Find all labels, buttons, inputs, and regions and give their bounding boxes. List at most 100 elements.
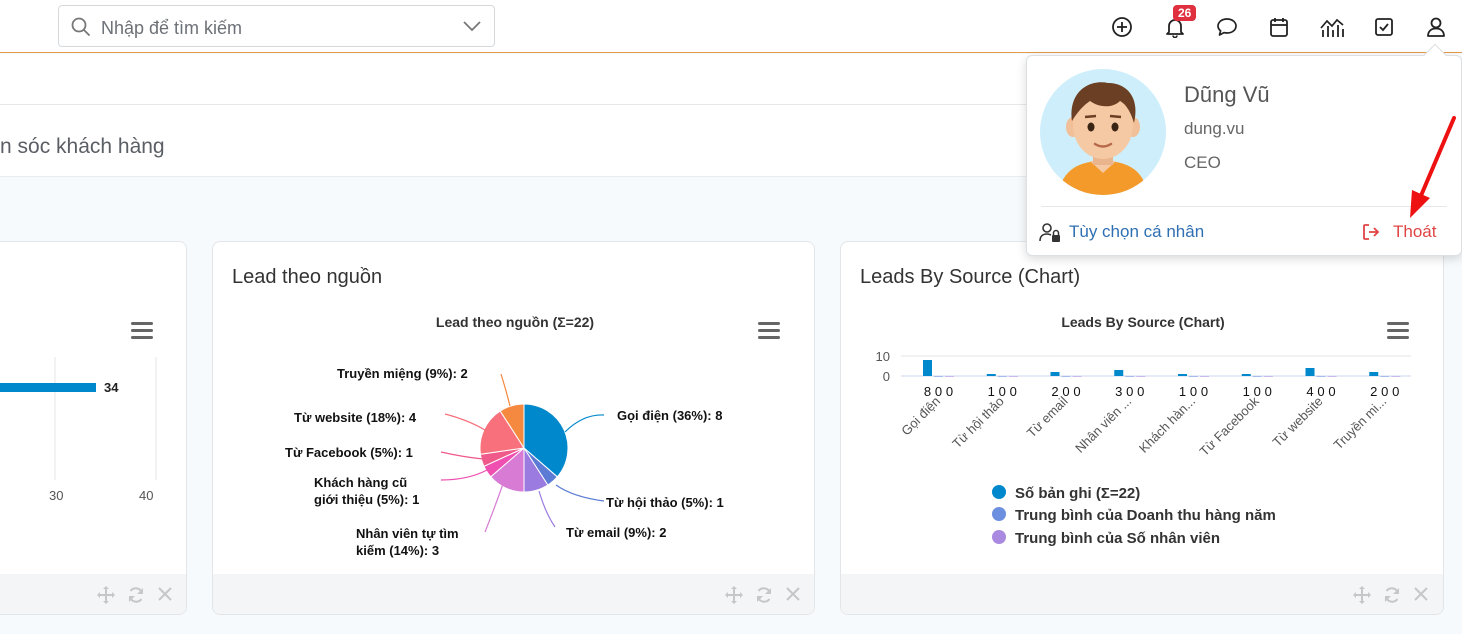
menu-icon[interactable] <box>1387 322 1409 340</box>
menu-icon[interactable] <box>131 322 153 340</box>
logout-icon[interactable] <box>1362 223 1382 241</box>
checkbox-icon[interactable] <box>1373 16 1395 38</box>
legend-item: Trung bình của Doanh thu hàng năm <box>1015 507 1276 524</box>
chat-icon[interactable] <box>1216 16 1238 38</box>
data-label: 1 <box>1179 384 1186 399</box>
x-tick: Nhân viên ... <box>1072 394 1134 456</box>
bar[interactable] <box>1200 376 1209 377</box>
x-tick: Từ email <box>1024 393 1071 440</box>
x-tick: Từ website <box>1270 394 1326 450</box>
annotation-arrow <box>1410 116 1456 218</box>
chart-title: Lead theo nguồn (Σ=22) <box>436 314 594 330</box>
x-tick: Truyền mi... <box>1331 394 1390 453</box>
page-title: n sóc khách hàng <box>0 135 165 158</box>
move-icon[interactable] <box>1352 585 1372 605</box>
search-input[interactable]: Nhập để tìm kiếm <box>101 18 243 38</box>
chevron-down-icon[interactable] <box>462 19 482 33</box>
legend-item: Số bản ghi (Σ=22) <box>1015 485 1140 502</box>
notification-badge: 26 <box>1173 5 1197 21</box>
close-icon[interactable] <box>156 585 174 603</box>
bar[interactable] <box>1072 376 1082 377</box>
legend-marker <box>992 530 1006 544</box>
divider <box>1041 206 1447 207</box>
bar[interactable] <box>1125 376 1135 377</box>
user-icon[interactable] <box>1425 16 1447 38</box>
bar[interactable] <box>1380 376 1390 377</box>
pie-label: Truyền miệng (9%): 2 <box>337 366 468 381</box>
bar[interactable] <box>1305 368 1315 376</box>
data-label: 0 <box>1317 384 1324 399</box>
search-box[interactable]: Nhập để tìm kiếm <box>58 5 495 47</box>
left-bar-chart: 34 30 40 <box>0 357 157 503</box>
card-lead-by-source: Lead theo nguồn Lead theo nguồn (Σ=22) G… <box>212 241 815 615</box>
card-footer <box>213 574 814 614</box>
bar[interactable] <box>1241 374 1251 376</box>
x-tick: Từ Facebook <box>1197 393 1263 459</box>
close-icon[interactable] <box>1412 585 1430 603</box>
x-tick: Gọi điện <box>898 394 943 439</box>
bar[interactable] <box>923 360 932 376</box>
leader-line <box>555 484 605 502</box>
data-label: 4 <box>1306 384 1313 399</box>
pie-label: giới thiệu (5%): 1 <box>314 492 419 507</box>
leader-line <box>444 413 486 431</box>
plus-circle-icon[interactable] <box>1111 16 1133 38</box>
bar[interactable] <box>945 376 954 377</box>
bar[interactable] <box>1369 372 1379 376</box>
bar[interactable] <box>1252 376 1262 377</box>
x-tick: 40 <box>139 488 153 503</box>
avatar <box>1040 69 1166 195</box>
refresh-icon[interactable] <box>1382 585 1402 605</box>
move-icon[interactable] <box>96 585 116 605</box>
calendar-icon[interactable] <box>1268 16 1290 38</box>
bar[interactable] <box>986 374 996 376</box>
card-title: Leads By Source (Chart) <box>860 266 1081 288</box>
bar[interactable] <box>1189 376 1198 377</box>
bar[interactable] <box>1136 376 1146 377</box>
pie-label: Từ hội thảo (5%): 1 <box>606 495 724 510</box>
bar[interactable] <box>1316 376 1326 377</box>
profile-name: Dũng Vũ <box>1184 82 1270 107</box>
data-label: 8 <box>924 384 931 399</box>
menu-icon[interactable] <box>758 322 780 340</box>
data-label: 1 <box>1243 384 1250 399</box>
personal-options-link[interactable]: Tùy chọn cá nhân <box>1069 222 1205 241</box>
bar[interactable] <box>1391 376 1401 377</box>
move-icon[interactable] <box>724 585 744 605</box>
bar[interactable] <box>1263 376 1273 377</box>
data-label: 0 <box>1201 384 1208 399</box>
card-title: Lead theo nguồn <box>232 266 383 288</box>
logout-link[interactable]: Thoát <box>1393 222 1437 241</box>
profile-popup: Dũng Vũ dung.vu CEO Tùy chọn cá nhân Tho… <box>1026 43 1462 256</box>
bar[interactable] <box>1114 370 1124 376</box>
user-lock-icon[interactable] <box>1039 223 1061 243</box>
pie-label: Từ website (18%): 4 <box>294 410 417 425</box>
pie-label: Từ email (9%): 2 <box>566 525 666 540</box>
data-label: 0 <box>935 384 942 399</box>
bar[interactable] <box>1008 376 1018 377</box>
refresh-icon[interactable] <box>754 585 774 605</box>
card-footer <box>841 574 1443 614</box>
refresh-icon[interactable] <box>126 585 146 605</box>
data-label: 0 <box>1010 384 1017 399</box>
bar[interactable] <box>1178 374 1187 376</box>
data-label: 0 <box>1137 384 1144 399</box>
bar[interactable] <box>934 376 943 377</box>
legend-item: Trung bình của Số nhân viên <box>1015 530 1220 547</box>
leader-line <box>538 490 556 528</box>
pie-slice[interactable] <box>523 403 569 478</box>
leader-line <box>440 469 488 481</box>
chart-icon[interactable] <box>1319 16 1345 38</box>
bar[interactable] <box>1050 372 1060 376</box>
leader-line <box>440 451 484 460</box>
bar[interactable] <box>997 376 1007 377</box>
close-icon[interactable] <box>784 585 802 603</box>
data-label: 0 <box>946 384 953 399</box>
data-label: 0 <box>1073 384 1080 399</box>
bar[interactable] <box>1061 376 1071 377</box>
pie-slice[interactable] <box>499 403 525 450</box>
bar[interactable] <box>1327 376 1337 377</box>
search-icon <box>71 17 91 37</box>
data-label: 0 <box>1381 384 1388 399</box>
